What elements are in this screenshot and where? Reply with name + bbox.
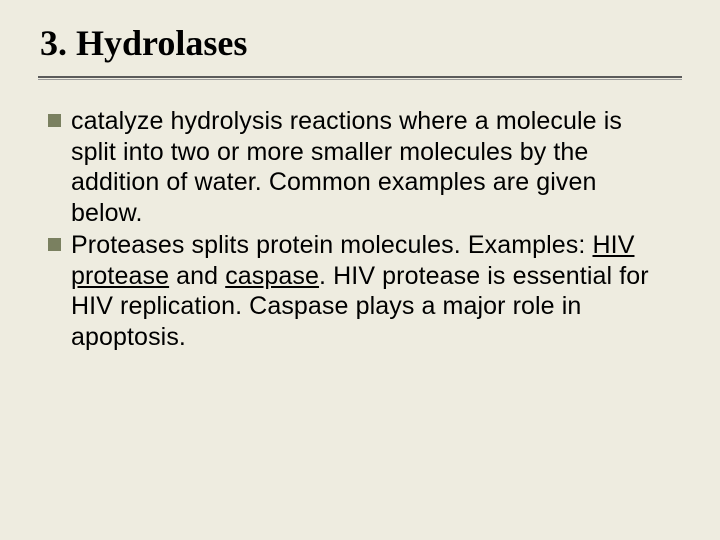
bullet-text: catalyze hydrolysis reactions where a mo… bbox=[71, 106, 672, 228]
bullet-marker-icon bbox=[48, 238, 61, 251]
bullet-marker-icon bbox=[48, 114, 61, 127]
text-run: and bbox=[169, 262, 225, 290]
list-item: Proteases splits protein molecules. Exam… bbox=[48, 230, 672, 352]
list-item: catalyze hydrolysis reactions where a mo… bbox=[48, 106, 672, 228]
hyperlink[interactable]: caspase bbox=[225, 262, 319, 290]
slide: 3. Hydrolases catalyze hydrolysis reacti… bbox=[0, 0, 720, 540]
bullet-text: Proteases splits protein molecules. Exam… bbox=[71, 230, 672, 352]
slide-body: catalyze hydrolysis reactions where a mo… bbox=[38, 80, 682, 352]
slide-title: 3. Hydrolases bbox=[38, 18, 682, 74]
text-run: catalyze hydrolysis reactions where a mo… bbox=[71, 107, 622, 227]
text-run: Proteases splits protein molecules. Exam… bbox=[71, 231, 593, 259]
